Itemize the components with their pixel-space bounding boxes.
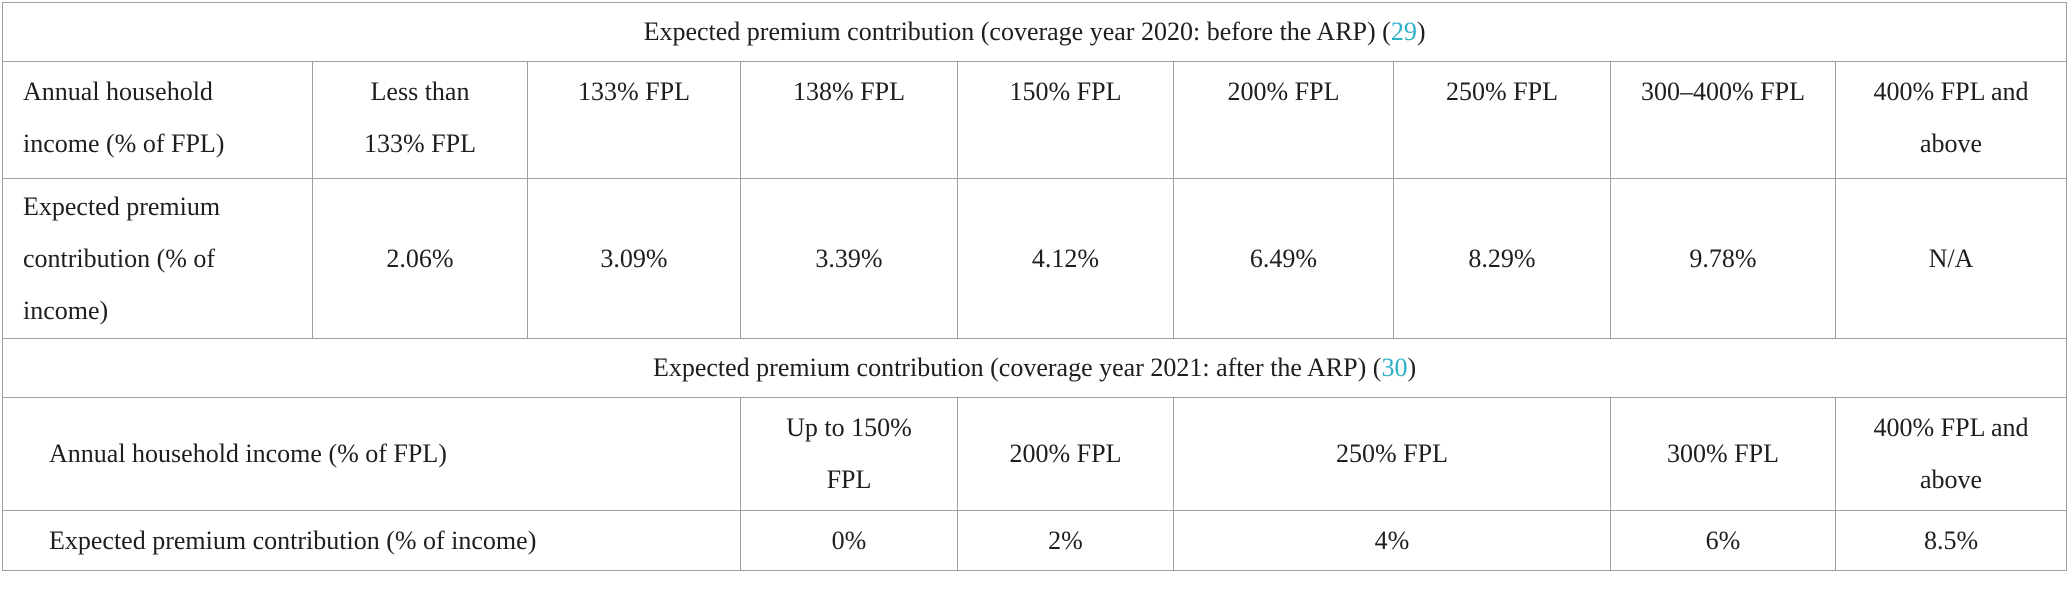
- caption-row-2021: Expected premium contribution (coverage …: [1, 338, 2068, 398]
- citation-link-29[interactable]: 29: [1390, 17, 1417, 46]
- caption-cell-2021: Expected premium contribution (coverage …: [1, 338, 2068, 398]
- caption-cell-2020: Expected premium contribution (coverage …: [1, 2, 2068, 62]
- value-cell-up-to-150: 0%: [740, 510, 958, 571]
- value-cell-less-than-133: 2.06%: [312, 178, 528, 339]
- col-header-up-to-150: Up to 150% FPL: [740, 397, 958, 511]
- value-cell-200-2021: 2%: [957, 510, 1174, 571]
- col-header-less-than-133: Less than 133% FPL: [312, 61, 528, 179]
- row-header-income-2020: Annual household income (% of FPL): [2, 61, 313, 179]
- value-cell-133: 3.09%: [527, 178, 741, 339]
- value-cell-250-2021: 4%: [1173, 510, 1611, 571]
- caption-row-2020: Expected premium contribution (coverage …: [1, 2, 2068, 62]
- value-cell-300-2021: 6%: [1610, 510, 1836, 571]
- value-cell-150: 4.12%: [957, 178, 1174, 339]
- value-cell-300-400: 9.78%: [1610, 178, 1836, 339]
- header-row-2020: Annual household income (% of FPL) Less …: [2, 61, 2068, 179]
- value-cell-138: 3.39%: [740, 178, 958, 339]
- value-cell-250: 8.29%: [1393, 178, 1611, 339]
- value-cell-400-above: N/A: [1834, 178, 2068, 339]
- col-header-200: 200% FPL: [1173, 61, 1394, 179]
- col-header-250-2021: 250% FPL: [1173, 397, 1611, 511]
- col-header-400-above: 400% FPL and above: [1834, 61, 2068, 179]
- value-cell-400-above-2021: 8.5%: [1834, 510, 2068, 571]
- row-header-contribution-2020: Expected premium contribution (% of inco…: [2, 178, 313, 339]
- header-row-2021: Annual household income (% of FPL) Up to…: [2, 397, 2068, 511]
- row-header-contribution-2021: Expected premium contribution (% of inco…: [2, 510, 741, 571]
- col-header-138: 138% FPL: [740, 61, 958, 179]
- caption-suffix-2021: ): [1407, 353, 1417, 382]
- caption-suffix-2020: ): [1416, 17, 1426, 46]
- col-header-133: 133% FPL: [527, 61, 741, 179]
- row-header-income-2021: Annual household income (% of FPL): [2, 397, 741, 511]
- col-header-250: 250% FPL: [1393, 61, 1611, 179]
- caption-text-2021: Expected premium contribution (coverage …: [652, 353, 1382, 382]
- col-header-200-2021: 200% FPL: [957, 397, 1174, 511]
- value-row-2021: Expected premium contribution (% of inco…: [2, 510, 2068, 571]
- col-header-300-400: 300–400% FPL: [1610, 61, 1836, 179]
- value-cell-200: 6.49%: [1173, 178, 1394, 339]
- col-header-400-above-2021: 400% FPL and above: [1834, 397, 2068, 511]
- value-row-2020: Expected premium contribution (% of inco…: [2, 178, 2068, 339]
- citation-link-30[interactable]: 30: [1381, 353, 1408, 382]
- col-header-300-2021: 300% FPL: [1610, 397, 1836, 511]
- caption-text-2020: Expected premium contribution (coverage …: [643, 17, 1391, 46]
- expected-premium-contribution-table: Expected premium contribution (coverage …: [1, 2, 2068, 571]
- col-header-150: 150% FPL: [957, 61, 1174, 179]
